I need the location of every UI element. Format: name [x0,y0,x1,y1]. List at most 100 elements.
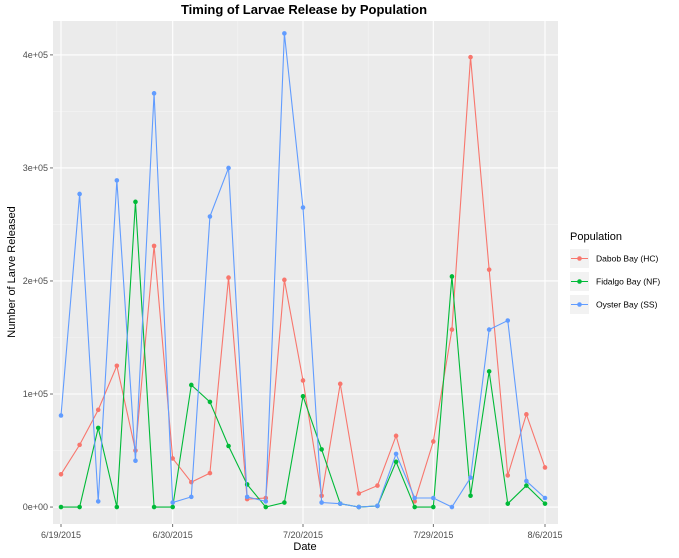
data-point [151,91,157,96]
y-axis: 0e+00 1e+05 2e+05 3e+05 4e+05 [23,50,53,512]
x-tick-label: 7/20/2015 [283,530,323,540]
legend-key-point [577,279,582,284]
data-point [542,501,548,506]
data-point [207,214,213,219]
data-point [412,499,417,504]
data-point [58,504,64,510]
data-point [486,267,492,272]
data-point [505,318,511,323]
data-point [207,470,213,476]
data-point [58,471,64,477]
data-point [151,504,157,510]
data-point [77,442,82,448]
data-point [319,447,324,452]
data-point [486,369,492,374]
legend: Population Dabob Bay (HC) Fidalgo Bay (NF… [570,231,660,314]
data-point [449,274,455,279]
data-point [189,494,194,500]
legend-item: Fidalgo Bay (NF) [570,272,660,291]
data-point [356,504,362,510]
legend-label: Oyster Bay (SS) [596,300,658,310]
data-point [505,501,511,506]
data-point [114,363,120,369]
data-point [337,501,343,506]
y-tick-label: 1e+05 [23,389,48,399]
data-point [393,451,399,457]
data-point [282,277,287,283]
data-point [114,504,120,510]
data-point [95,499,101,504]
data-point [77,504,82,510]
data-point [505,473,511,478]
data-point [95,407,101,413]
data-point [468,54,473,60]
data-point [263,499,269,504]
data-point [524,412,529,417]
data-point [524,478,529,484]
legend-key-point [577,256,582,261]
data-point [337,381,343,387]
data-point [356,491,362,496]
chart-title: Timing of Larvae Release by Population [181,2,427,17]
y-tick-label: 4e+05 [23,50,48,60]
data-point [542,495,548,501]
data-point [300,205,306,210]
legend-label: Dabob Bay (HC) [596,254,659,264]
data-point [114,178,120,183]
y-axis-label: Number of Larve Released [6,206,18,337]
x-axis: 6/19/2015 6/30/2015 7/20/2015 7/29/2015 8/6/… [41,524,563,540]
legend-item: Oyster Bay (SS) [570,295,658,314]
data-point [300,393,306,399]
data-point [189,382,194,388]
y-tick-label: 2e+05 [23,276,48,286]
data-point [375,483,380,488]
data-point [431,495,436,501]
data-point [431,504,436,510]
x-tick-label: 6/19/2015 [41,530,81,540]
data-point [133,199,138,205]
data-point [282,31,287,36]
data-point [300,378,306,383]
data-point [393,459,399,465]
data-point [151,243,157,249]
plot-panel [53,21,558,524]
data-point [282,500,287,505]
data-point [412,495,417,501]
legend-key-point [577,302,582,307]
data-point [133,458,138,464]
data-point [77,191,82,197]
data-point [468,493,473,499]
data-point [58,413,64,418]
data-point [449,504,455,510]
legend-item: Dabob Bay (HC) [570,249,659,268]
data-point [95,425,101,431]
data-point [170,504,175,510]
data-point [226,443,231,449]
data-point [449,327,455,332]
legend-label: Fidalgo Bay (NF) [596,277,660,287]
y-tick-label: 0e+00 [23,502,48,512]
data-point [412,504,417,510]
data-point [226,275,231,280]
x-tick-label: 8/6/2015 [527,530,562,540]
data-point [226,165,231,171]
x-axis-label: Date [293,541,316,553]
data-point [170,500,175,505]
data-point [244,482,250,487]
x-tick-label: 6/30/2015 [153,530,193,540]
data-point [431,439,436,444]
series-layer [58,31,548,510]
data-point [263,504,269,510]
data-point [207,399,213,405]
data-point [524,483,529,488]
series-oyster-bay-ss [58,31,548,510]
data-point [486,327,492,332]
data-point [542,465,548,470]
x-tick-label: 7/29/2015 [413,530,453,540]
data-point [468,475,473,480]
data-point [319,500,324,505]
data-point [375,503,380,509]
data-point [244,494,250,500]
